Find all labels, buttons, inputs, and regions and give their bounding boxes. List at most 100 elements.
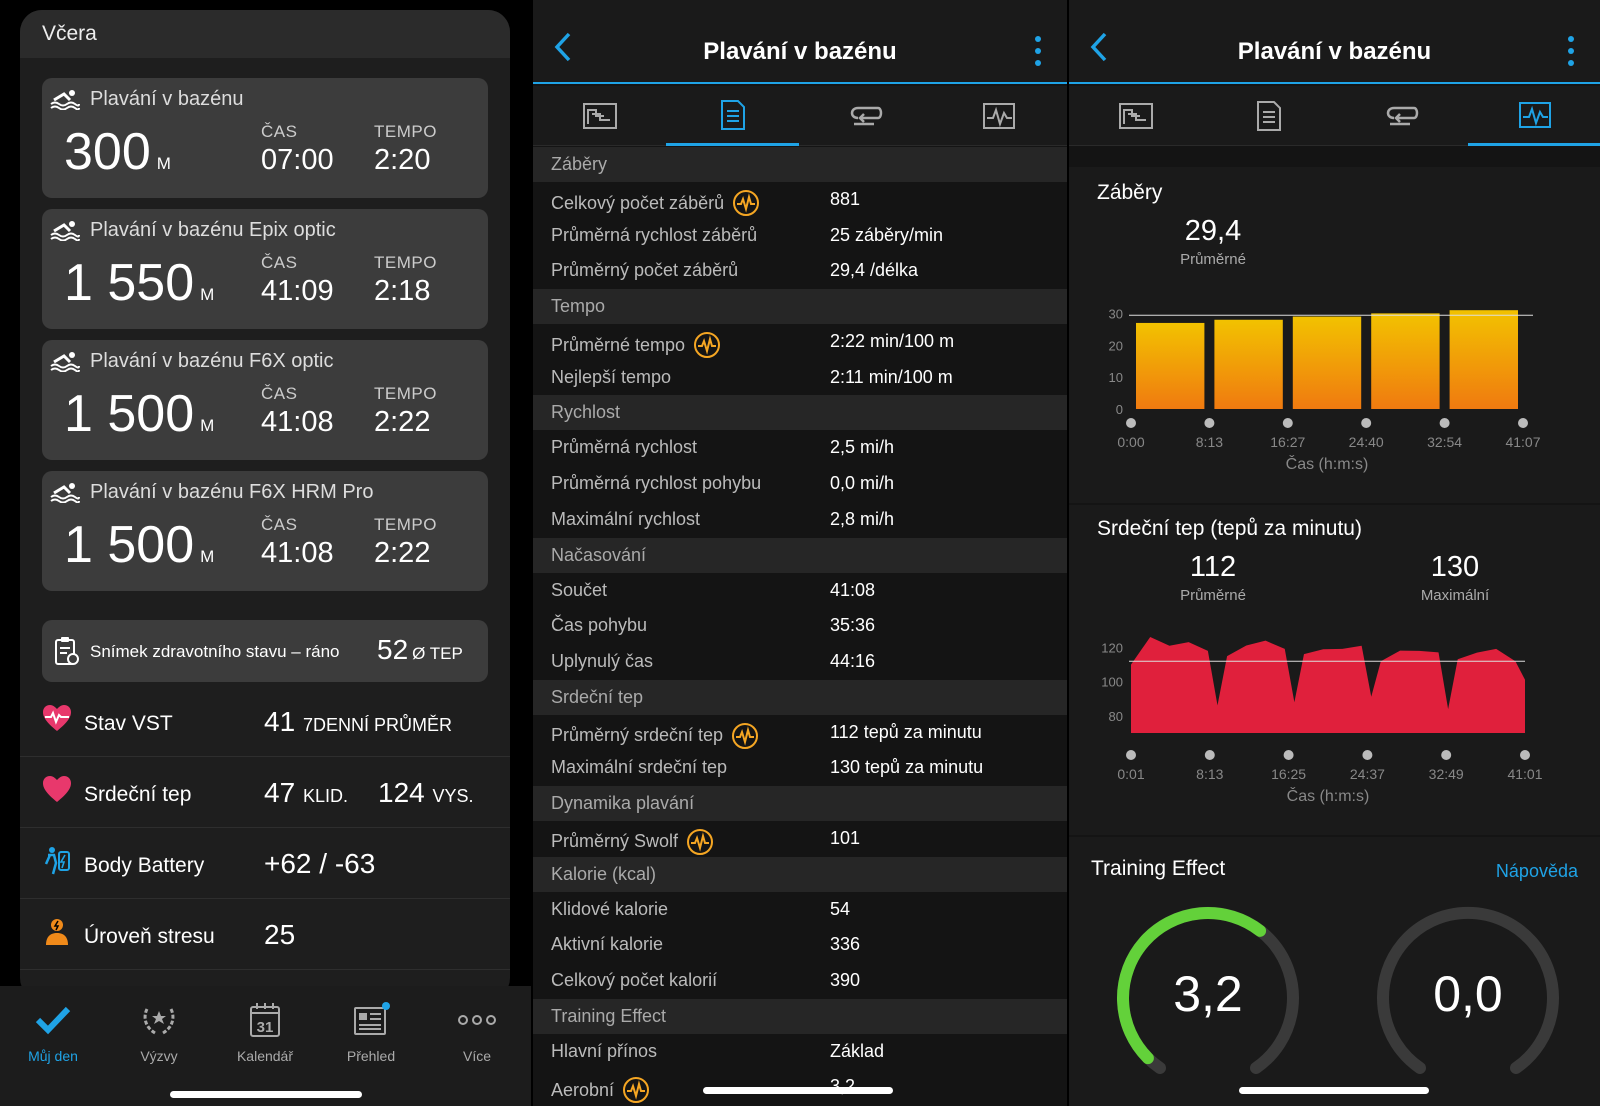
activity-title: Plavání v bazénu Epix optic — [90, 219, 336, 241]
stat-value: 44:16 — [830, 650, 876, 671]
activity-card[interactable]: Plavání v bazénu F6X optic 1 500 M ČAS 41:08… — [42, 340, 488, 460]
tab-overview[interactable]: Přehled — [318, 986, 424, 1064]
stress-value: 25 — [264, 919, 296, 950]
stat-label: Čas pohybu — [551, 615, 648, 636]
performance-badge-icon — [687, 828, 714, 855]
activity-card[interactable]: Plavání v bazénu Epix optic 1 550 M ČAS 41:0… — [42, 209, 488, 329]
home-indicator — [703, 1087, 893, 1094]
x-tick-dot — [1204, 750, 1215, 760]
hrv-row[interactable]: Stav VST 41 7DENNÍ PRŮMĚR — [20, 686, 510, 757]
kebab-menu-icon[interactable] — [1568, 36, 1574, 66]
laurel-icon — [143, 1008, 175, 1035]
stat-value: 2,5 mi/h — [830, 437, 895, 458]
tab-challenges[interactable]: Výzvy — [106, 986, 212, 1064]
stat-value: 25 záběry/min — [830, 224, 944, 245]
bar — [1136, 322, 1205, 409]
stat-row: Celkový počet kalorií 390 — [533, 963, 1067, 999]
tab-stats[interactable] — [666, 86, 799, 146]
performance-badge-icon — [732, 722, 759, 749]
body-battery-label: Body Battery — [84, 854, 205, 877]
stat-value: 2:22 min/100 m — [830, 331, 955, 352]
aerobic-gauge — [1117, 906, 1299, 1074]
body-battery-row[interactable]: Body Battery +62 / -63 — [20, 828, 510, 899]
heart-rate-chart-card: Srdeční tep (tepů za minutu) 112 Průměrn… — [1069, 505, 1600, 835]
x-tick-label: 8:13 — [1196, 766, 1223, 782]
bar — [1371, 313, 1440, 409]
swim-icon — [50, 90, 80, 110]
stat-label: Průměrný Swolf — [551, 828, 714, 856]
news-icon — [354, 1002, 390, 1035]
x-tick-label: 32:54 — [1427, 434, 1462, 450]
activity-distance: 1 500 M — [64, 516, 215, 574]
back-icon[interactable] — [1089, 32, 1109, 62]
stat-row: Maximální srdeční tep 130 tepů za minutu — [533, 750, 1067, 786]
stats-list: Záběry Celkový počet záběrů 881 Průměrná ry… — [533, 147, 1067, 1105]
tab-stats[interactable] — [1202, 86, 1335, 146]
hrv-heart-icon — [43, 705, 71, 731]
tab-more[interactable]: Více — [424, 986, 530, 1064]
stat-label: Uplynulý čas — [551, 650, 654, 671]
y-tick-label: 10 — [1109, 370, 1123, 385]
tab-charts[interactable] — [932, 86, 1065, 146]
activity-card[interactable]: Plavání v bazénu F6X HRM Pro 1 500 M ČAS 41:… — [42, 471, 488, 591]
section-header: Kalorie (kcal) — [533, 856, 1067, 892]
stat-row: Průměrná rychlost 2,5 mi/h — [533, 430, 1067, 466]
tab-map[interactable] — [1069, 86, 1202, 146]
stat-row: Celkový počet záběrů 881 — [533, 182, 1067, 218]
home-indicator — [170, 1091, 362, 1098]
activity-time: 41:08 — [261, 406, 334, 438]
activity-title: Plavání v bazénu — [90, 88, 244, 110]
stat-value: 881 — [830, 189, 861, 209]
stat-label: Průměrná rychlost pohybu — [551, 473, 762, 494]
stat-value: 101 — [830, 827, 861, 848]
strokes-avg-label: Průměrné — [1180, 251, 1246, 268]
activity-card[interactable]: Plavání v bazénu 300 M ČAS 07:00 TEMPO 2:20 — [42, 78, 488, 198]
snapshot-label: Snímek zdravotního stavu – ráno — [90, 642, 340, 661]
pace-label: TEMPO — [374, 122, 437, 141]
back-icon[interactable] — [553, 32, 573, 62]
stress-row[interactable]: Úroveň stresu 25 — [20, 899, 510, 970]
x-tick-label: 8:13 — [1196, 434, 1223, 450]
x-tick-dot — [1439, 418, 1450, 428]
heart-rate-row[interactable]: Srdeční tep 47 KLID. 124 VYS. — [20, 757, 510, 828]
strokes-chart: 30 20 10 0 0:00 8:13 16:27 24:40 32:54 41:07 Čas (… — [1109, 306, 1541, 473]
stat-row: Průměrný počet záběrů 29,4 /délka — [533, 253, 1067, 289]
stat-value: Základ — [830, 1040, 885, 1061]
health-snapshot-card[interactable]: Snímek zdravotního stavu – ráno 52 Ø TEP — [42, 620, 488, 682]
tab-laps[interactable] — [799, 86, 932, 146]
time-label: ČAS — [261, 253, 298, 272]
x-axis-label: Čas (h:m:s) — [1286, 454, 1369, 473]
stat-value: 41:08 — [830, 579, 876, 600]
page-title: Plavání v bazénu — [1237, 38, 1432, 65]
tab-map[interactable] — [533, 86, 666, 146]
tab-laps[interactable] — [1335, 86, 1468, 146]
details-tabs — [533, 86, 1067, 146]
x-tick-label: 16:25 — [1271, 766, 1306, 782]
x-tick-label: 24:37 — [1350, 766, 1385, 782]
x-tick-dot — [1441, 750, 1452, 760]
help-link[interactable]: Nápověda — [1495, 861, 1578, 881]
x-tick-dot — [1518, 418, 1528, 428]
tab-my-day[interactable]: Můj den — [0, 986, 106, 1064]
document-icon — [1256, 101, 1281, 131]
stat-label: Průměrný počet záběrů — [551, 260, 739, 281]
home-indicator — [1239, 1087, 1429, 1094]
section-header: Načasování — [533, 537, 1067, 573]
stat-row: Klidové kalorie 54 — [533, 892, 1067, 928]
map-icon — [1118, 103, 1153, 129]
max-hr-value: 124 VYS. — [378, 777, 474, 808]
stat-label: Celkový počet záběrů — [551, 189, 760, 217]
performance-badge-icon — [623, 1077, 650, 1104]
chart-icon — [982, 103, 1015, 129]
snapshot-value: 52 Ø TEP — [377, 634, 463, 665]
tab-charts[interactable] — [1468, 86, 1600, 146]
tab-calendar[interactable]: 31 Kalendář — [212, 986, 318, 1064]
stat-label: Celkový počet kalorií — [551, 970, 718, 990]
x-tick-dot — [1520, 750, 1530, 760]
charts-header: Plavání v bazénu — [1069, 0, 1600, 84]
stat-value: 0,0 mi/h — [830, 473, 895, 494]
kebab-menu-icon[interactable] — [1035, 36, 1041, 66]
stat-label: Klidové kalorie — [551, 898, 669, 919]
strokes-chart-card: Záběry 29,4 Průměrné 30 20 10 0 0:00 8:13 16:2… — [1069, 167, 1600, 503]
time-label: ČAS — [261, 515, 298, 534]
